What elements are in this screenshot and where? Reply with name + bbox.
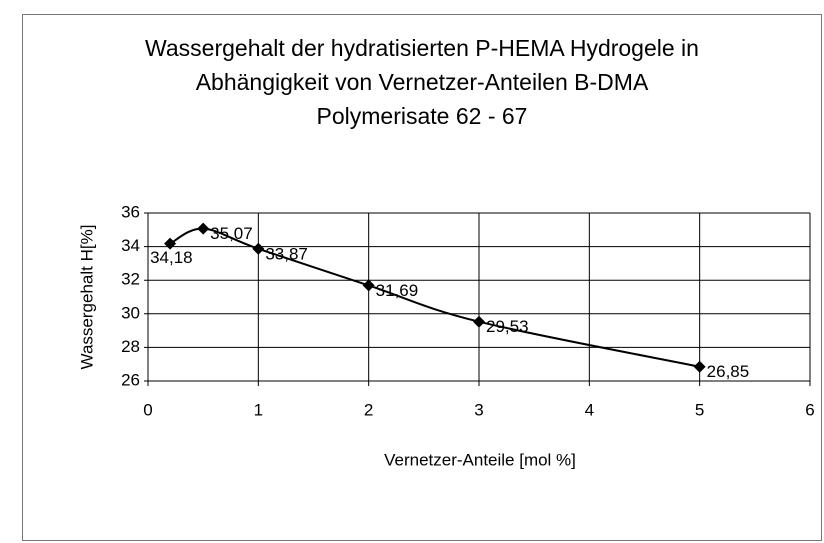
data-label: 34,18 <box>150 248 193 267</box>
y-tick-label: 34 <box>121 236 140 255</box>
y-tick-label: 26 <box>121 370 140 389</box>
data-point <box>473 315 485 328</box>
y-tick-label: 28 <box>121 337 140 356</box>
x-tick-label: 3 <box>474 400 483 419</box>
chart-title: Abhängigkeit von Vernetzer-Anteilen B-DM… <box>196 69 649 95</box>
chart-title: Polymerisate 62 - 67 <box>317 103 528 129</box>
data-point <box>362 279 375 292</box>
data-label: 33,87 <box>265 244 308 263</box>
x-tick-label: 1 <box>254 400 263 419</box>
data-point <box>252 242 265 255</box>
y-tick-label: 32 <box>121 270 140 289</box>
data-label: 31,69 <box>376 281 419 300</box>
x-tick-label: 4 <box>585 400 594 419</box>
data-point <box>164 237 177 250</box>
y-tick-label: 30 <box>121 303 140 322</box>
y-tick-label: 36 <box>121 202 140 221</box>
data-label: 35,07 <box>210 224 253 243</box>
data-label: 26,85 <box>707 362 750 381</box>
chart-frame <box>22 14 822 541</box>
data-label: 29,53 <box>486 317 529 336</box>
y-axis-label: Wassergehalt H[%] <box>77 225 96 370</box>
chart-title: Wassergehalt der hydratisierten P-HEMA H… <box>145 35 699 61</box>
data-point <box>197 222 210 235</box>
x-tick-label: 6 <box>805 400 814 419</box>
x-tick-label: 2 <box>364 400 373 419</box>
data-point <box>693 360 706 373</box>
x-tick-label: 0 <box>143 400 152 419</box>
x-axis-label: Vernetzer-Anteile [mol %] <box>384 450 576 469</box>
x-tick-label: 5 <box>695 400 704 419</box>
